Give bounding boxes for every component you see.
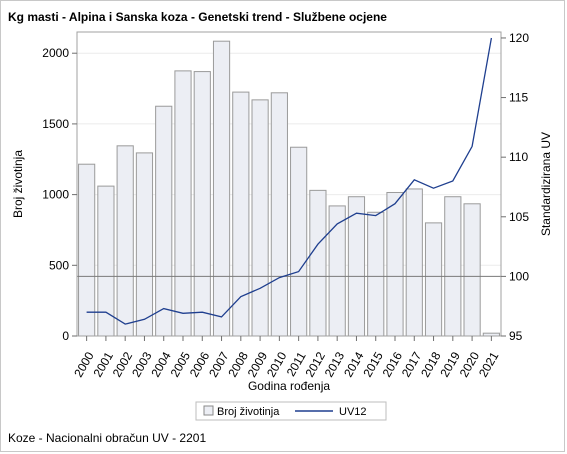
bar: [97, 185, 115, 337]
bar: [78, 163, 96, 337]
bar: [251, 99, 269, 337]
y-tick-label: 1500: [42, 117, 69, 131]
y-axis-title: Broj životinja: [11, 150, 25, 218]
bar: [212, 40, 231, 337]
y2-axis-title: Standardizirana UV: [539, 132, 553, 236]
bar: [386, 191, 404, 337]
y2-tick-label: 110: [509, 150, 528, 164]
line-series: [86, 37, 493, 325]
bar: [309, 189, 327, 337]
right-axis-ticks: 95 100 105 110 115 120: [501, 31, 529, 343]
bar: [155, 105, 173, 337]
left-axis-ticks: 0 500 1000 1500 2000: [42, 46, 77, 343]
legend: Broj životinja UV12: [195, 401, 387, 421]
bar: [135, 152, 154, 337]
legend-bar-swatch: [203, 405, 214, 416]
bar: [116, 145, 134, 337]
bar: [347, 196, 366, 337]
legend-bar-label: Broj životinja: [217, 406, 280, 418]
y2-tick-label: 115: [509, 91, 528, 105]
bar: [367, 211, 385, 337]
y2-tick-label: 120: [509, 31, 529, 45]
bar: [405, 188, 423, 337]
plot-frame: [76, 31, 502, 337]
bar: [290, 146, 308, 337]
bar: [463, 203, 481, 337]
bar: [270, 92, 288, 337]
bar: [424, 222, 443, 337]
y2-tick-label: 100: [509, 269, 529, 283]
x-tick-label: 2021: [476, 349, 502, 379]
y2-tick-label: 105: [509, 210, 529, 224]
y2-tick-label: 95: [509, 329, 523, 343]
bar-series: [78, 40, 500, 337]
bar: [232, 91, 250, 337]
bar: [174, 70, 192, 337]
bar: [444, 196, 462, 337]
y-tick-label: 500: [49, 258, 69, 272]
bar: [193, 71, 211, 337]
y-tick-label: 1000: [42, 188, 69, 202]
uv12-line: [86, 37, 493, 325]
y-tick-label: 2000: [42, 46, 69, 60]
bar: [328, 205, 346, 337]
y-tick-label: 0: [62, 329, 69, 343]
x-tick-label: 2010: [264, 349, 290, 379]
footnote: Koze - Nacionalni obračun UV - 2201: [8, 431, 207, 445]
chart-title: Kg masti - Alpina i Sanska koza - Genets…: [8, 10, 387, 24]
legend-line-label: UV12: [339, 406, 367, 418]
plot-border: [76, 31, 502, 337]
legend-box: [195, 401, 387, 421]
x-axis-ticks: 2000200120022003200420052006200720082009…: [71, 336, 502, 380]
x-axis-title: Godina rođenja: [248, 379, 330, 393]
